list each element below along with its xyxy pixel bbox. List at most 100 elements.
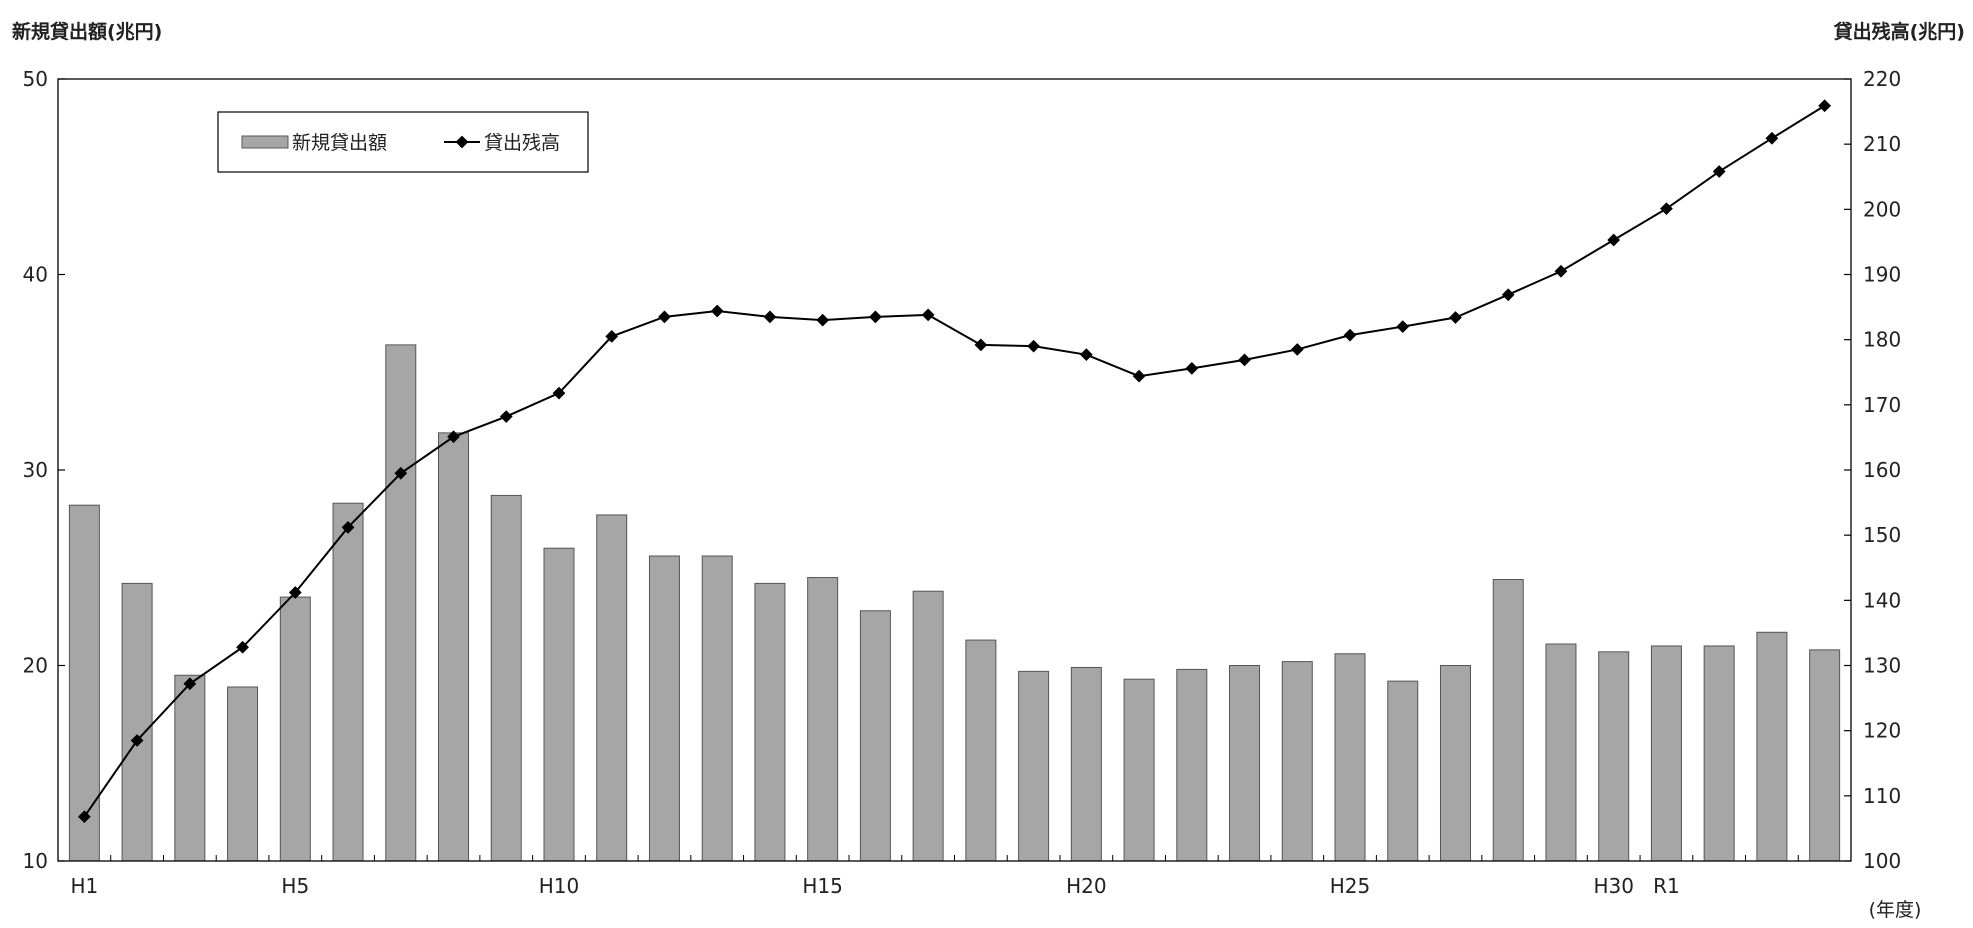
right-axis-tick-label: 120 [1863, 719, 1901, 743]
point-loan-balance [974, 338, 988, 352]
right-axis-tick-label: 210 [1863, 132, 1901, 156]
plot-frame [57, 78, 1852, 862]
point-loan-balance [1290, 343, 1304, 356]
bar-new-loans [754, 582, 786, 862]
right-axis-tick-label: 150 [1863, 523, 1901, 547]
bar-new-loans [385, 344, 417, 862]
line-loan-balance [83, 104, 1826, 818]
bar-new-loans [807, 577, 839, 862]
bar-new-loans [1334, 653, 1366, 862]
point-loan-balance [1818, 99, 1831, 113]
bar-new-loans [701, 555, 733, 862]
left-axis-tick-label: 10 [23, 849, 48, 873]
bar-new-loans [1492, 578, 1524, 862]
bar-new-loans [859, 610, 891, 862]
point-loan-balance [1554, 264, 1568, 278]
point-loan-balance [1765, 131, 1779, 145]
x-axis-tick-label: H20 [1066, 874, 1107, 898]
right-axis-tick-label: 200 [1863, 197, 1901, 221]
right-axis-tick-label: 100 [1863, 849, 1901, 873]
bar-new-loans [68, 504, 100, 862]
point-loan-balance [1079, 348, 1093, 362]
point-loan-balance [763, 310, 777, 324]
bar-new-loans [596, 514, 628, 862]
point-loan-balance [499, 410, 513, 423]
left-axis-tick-label: 40 [23, 263, 48, 287]
left-axis-tick-label: 50 [23, 67, 48, 91]
left-axis-title: 新規貸出額(兆円) [12, 20, 162, 43]
point-loan-balance [1449, 311, 1462, 324]
right-axis-tick-label: 140 [1863, 588, 1901, 612]
point-loan-balance [394, 466, 408, 480]
point-loan-balance [816, 313, 830, 327]
legend: 新規貸出額 貸出残高 [217, 111, 589, 173]
x-axis-tick-label: H1 [70, 874, 98, 898]
right-axis-tick-label: 220 [1863, 67, 1901, 91]
point-loan-balance [1607, 233, 1621, 247]
point-loan-balance [710, 304, 724, 318]
bar-new-loans [1281, 661, 1313, 862]
bar-new-loans [1703, 645, 1735, 862]
point-loan-balance [1027, 339, 1040, 353]
bar-new-loans [1229, 665, 1261, 862]
bar-new-loans [1070, 666, 1102, 862]
bar-new-loans [1809, 649, 1841, 862]
right-axis-title: 貸出残高(兆円) [1833, 20, 1965, 43]
bar-new-loans [1439, 665, 1471, 862]
point-loan-balance [921, 308, 935, 322]
point-loan-balance [869, 310, 882, 324]
bar-new-loans [1123, 678, 1155, 862]
bar-new-loans [648, 555, 680, 862]
point-loan-balance [447, 430, 460, 444]
bar-new-loans [279, 596, 311, 862]
bar-new-loans [438, 432, 470, 862]
bar-new-loans [965, 639, 997, 862]
bar-new-loans [1598, 651, 1630, 862]
legend-line-marker [455, 135, 469, 149]
point-loan-balance [1396, 320, 1410, 333]
bar-new-loans [1545, 643, 1577, 862]
right-axis-tick-label: 110 [1863, 784, 1901, 808]
bar-new-loans [1176, 668, 1208, 862]
point-loan-balance [1712, 165, 1726, 178]
right-axis-tick-label: 130 [1863, 654, 1901, 678]
bar-new-loans [490, 494, 522, 862]
x-axis-tick-label: H10 [539, 874, 580, 898]
point-loan-balance [1501, 288, 1515, 302]
x-axis-tick-label: H15 [802, 874, 843, 898]
bar-new-loans [332, 502, 364, 862]
left-axis-tick-label: 30 [23, 458, 48, 482]
left-axis-tick-label: 20 [23, 654, 48, 678]
point-loan-balance [1185, 361, 1199, 375]
x-axis-tick-label: R1 [1653, 874, 1680, 898]
bar-new-loans [912, 590, 944, 862]
point-loan-balance [1660, 202, 1673, 216]
x-axis-tick-label: H30 [1593, 874, 1634, 898]
legend-label-new-loans: 新規貸出額 [292, 132, 387, 154]
bar-new-loans [1018, 670, 1050, 862]
bar-new-loans [1387, 680, 1419, 862]
point-loan-balance [658, 310, 671, 324]
axes-layer: 10 20 30 40 50 100 110 120 130 140 150 160 170 180 190… [23, 67, 1902, 898]
bar-new-loans [543, 547, 575, 862]
bar-new-loans [1756, 631, 1788, 862]
legend-label-balance: 貸出残高 [484, 132, 560, 154]
x-axis-tick-label: H25 [1330, 874, 1371, 898]
right-axis-tick-label: 180 [1863, 328, 1901, 352]
bar-new-loans [121, 582, 153, 862]
x-axis-tick-label: H5 [281, 874, 309, 898]
legend-bar-swatch [241, 135, 289, 149]
point-loan-balance [1132, 369, 1146, 383]
right-axis-tick-label: 190 [1863, 263, 1901, 287]
bar-new-loans [227, 686, 259, 862]
x-axis-unit-label: (年度) [1869, 899, 1922, 921]
bars-layer [68, 344, 1841, 862]
bar-new-loans [174, 674, 206, 862]
point-loan-balance [1238, 353, 1251, 367]
point-loan-balance [1343, 328, 1357, 342]
right-axis-tick-label: 170 [1863, 393, 1901, 417]
right-axis-tick-label: 160 [1863, 458, 1901, 482]
bar-new-loans [1650, 645, 1682, 862]
